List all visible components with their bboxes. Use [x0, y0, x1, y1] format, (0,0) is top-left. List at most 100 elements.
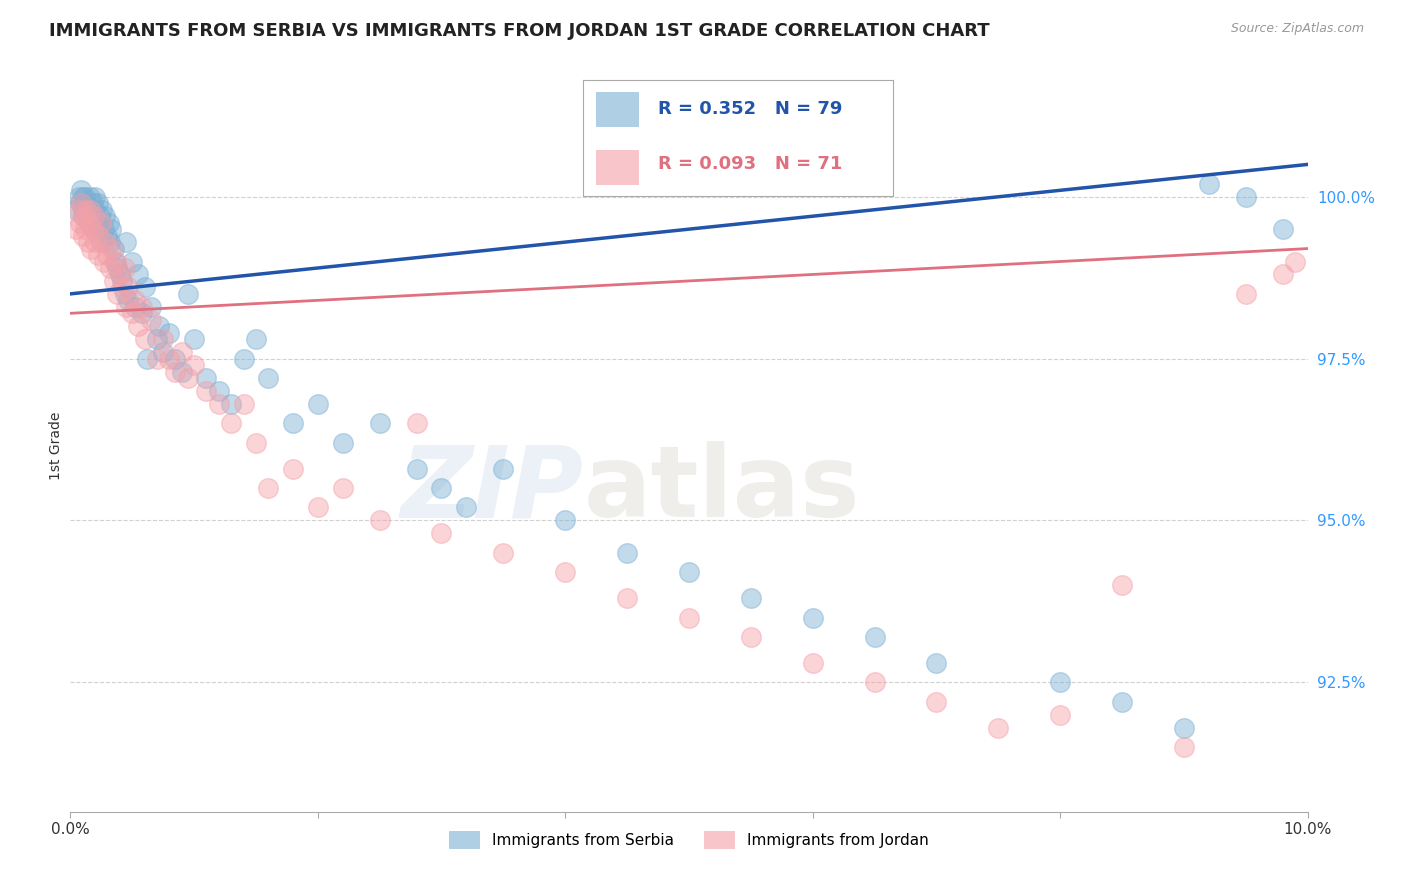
Point	[1234, 286, 1257, 301]
Point	[245, 332, 267, 346]
Point	[281, 417, 304, 431]
Point	[170, 345, 193, 359]
Point	[152, 332, 174, 346]
Point	[75, 190, 97, 204]
Point	[170, 365, 193, 379]
Point	[121, 306, 143, 320]
Bar	[596, 150, 640, 185]
Point	[1198, 177, 1220, 191]
Point	[987, 721, 1010, 735]
Point	[492, 461, 515, 475]
Point	[93, 254, 115, 268]
Point	[801, 656, 824, 670]
Point	[69, 216, 91, 230]
Point	[73, 209, 96, 223]
Point	[131, 300, 153, 314]
Point	[1049, 707, 1071, 722]
Point	[740, 591, 762, 606]
Point	[678, 610, 700, 624]
Point	[801, 610, 824, 624]
Text: IMMIGRANTS FROM SERBIA VS IMMIGRANTS FROM JORDAN 1ST GRADE CORRELATION CHART: IMMIGRANTS FROM SERBIA VS IMMIGRANTS FRO…	[49, 22, 990, 40]
Point	[76, 202, 98, 217]
Point	[100, 222, 122, 236]
Point	[131, 306, 153, 320]
Point	[554, 513, 576, 527]
Point	[76, 235, 98, 249]
Point	[77, 216, 100, 230]
Bar	[596, 92, 640, 127]
Point	[925, 656, 948, 670]
Point	[1049, 675, 1071, 690]
Point	[430, 526, 453, 541]
Point	[101, 242, 124, 256]
Point	[195, 371, 218, 385]
Text: R = 0.352   N = 79: R = 0.352 N = 79	[658, 100, 842, 119]
Point	[86, 196, 108, 211]
Point	[111, 274, 134, 288]
Point	[134, 332, 156, 346]
Point	[98, 260, 121, 275]
Point	[104, 254, 127, 268]
Point	[114, 260, 136, 275]
Point	[863, 630, 886, 644]
Point	[111, 280, 134, 294]
Point	[208, 397, 231, 411]
Point	[98, 235, 121, 249]
Point	[79, 202, 101, 217]
Point	[307, 500, 329, 515]
Legend: Immigrants from Serbia, Immigrants from Jordan: Immigrants from Serbia, Immigrants from …	[443, 824, 935, 855]
Point	[82, 196, 104, 211]
Point	[678, 566, 700, 580]
Point	[165, 365, 187, 379]
Point	[115, 300, 138, 314]
Point	[492, 546, 515, 560]
Point	[65, 202, 87, 217]
Point	[332, 435, 354, 450]
Point	[96, 248, 118, 262]
Point	[93, 222, 115, 236]
Point	[84, 202, 107, 217]
Point	[232, 351, 254, 366]
Point	[165, 351, 187, 366]
Point	[87, 222, 110, 236]
Point	[405, 417, 427, 431]
Text: R = 0.093   N = 71: R = 0.093 N = 71	[658, 155, 842, 173]
Point	[72, 228, 94, 243]
Point	[152, 345, 174, 359]
Point	[177, 286, 200, 301]
Point	[67, 190, 90, 204]
Point	[219, 397, 242, 411]
Point	[554, 566, 576, 580]
Point	[281, 461, 304, 475]
Text: atlas: atlas	[583, 442, 860, 539]
Point	[127, 319, 149, 334]
Point	[1111, 695, 1133, 709]
Point	[257, 481, 280, 495]
Point	[105, 254, 128, 268]
Point	[89, 209, 111, 223]
Point	[124, 300, 146, 314]
Point	[67, 202, 90, 217]
Point	[136, 351, 159, 366]
Point	[114, 286, 136, 301]
Point	[77, 216, 100, 230]
Point	[368, 417, 391, 431]
Point	[121, 254, 143, 268]
Point	[740, 630, 762, 644]
Point	[1111, 578, 1133, 592]
Point	[925, 695, 948, 709]
Point	[332, 481, 354, 495]
Point	[105, 260, 128, 275]
Point	[1234, 190, 1257, 204]
Point	[219, 417, 242, 431]
Point	[127, 268, 149, 282]
Point	[70, 196, 93, 211]
Point	[616, 546, 638, 560]
Point	[80, 242, 103, 256]
Point	[72, 190, 94, 204]
Point	[103, 274, 125, 288]
Point	[1173, 739, 1195, 754]
Point	[134, 280, 156, 294]
Point	[139, 300, 162, 314]
Point	[75, 222, 97, 236]
